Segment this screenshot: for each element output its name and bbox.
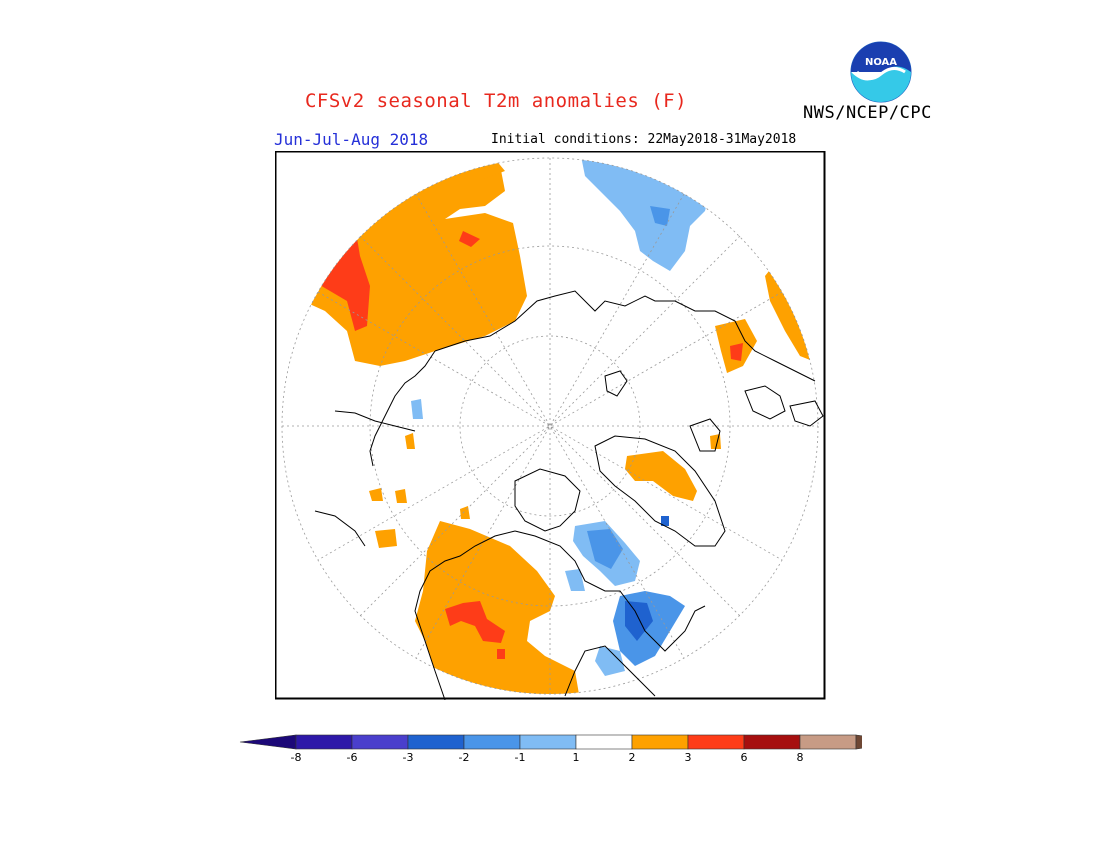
colorbar-tick-label: 8 — [797, 751, 804, 764]
coastlines — [314, 290, 824, 701]
colorbar: -8 -6 -3 -2 -1 1 2 3 6 8 — [238, 730, 913, 774]
north-america-strong-warm — [445, 601, 505, 643]
colorbar-tick-label: -6 — [347, 751, 358, 764]
colorbar-tick-label: -8 — [291, 751, 302, 764]
forecast-period: Jun-Jul-Aug 2018 — [274, 130, 429, 149]
colorbar-tick-label: -3 — [403, 751, 414, 764]
colorbar-swatch — [687, 734, 745, 750]
colorbar-swatch — [743, 734, 801, 750]
colorbar-tick-label: 6 — [741, 751, 748, 764]
colorbar-swatch — [295, 734, 353, 750]
chart-title: CFSv2 seasonal T2m anomalies (F) — [304, 90, 688, 112]
polar-map — [274, 150, 826, 704]
initial-conditions: Initial conditions: 22May2018-31May2018 — [491, 132, 797, 147]
colorbar-tick-label: 1 — [573, 751, 580, 764]
colorbar-tick-label: -1 — [515, 751, 526, 764]
colorbar-tick-label: 3 — [685, 751, 692, 764]
logo-text: NOAA — [865, 57, 897, 68]
noaa-logo: NOAA — [849, 40, 913, 108]
colorbar-swatch — [799, 734, 857, 750]
anomaly-shading — [295, 158, 818, 694]
colorbar-swatch — [519, 734, 577, 750]
map-grid — [281, 157, 819, 695]
colorbar-swatch — [575, 734, 633, 750]
north-america-warm-region — [415, 521, 580, 694]
colorbar-swatch — [407, 734, 465, 750]
colorbar-swatch — [351, 734, 409, 750]
colorbar-swatch — [631, 734, 689, 750]
agency-label: NWS/NCEP/CPC — [803, 103, 932, 123]
eurasia-strong-warm — [313, 226, 370, 331]
colorbar-tick-label: 2 — [629, 751, 636, 764]
colorbar-swatch — [463, 734, 521, 750]
colorbar-over-arrow — [855, 734, 913, 750]
colorbar-tick-label: -2 — [459, 751, 470, 764]
colorbar-under-arrow — [239, 734, 297, 750]
greenland-warm-region — [625, 451, 697, 501]
